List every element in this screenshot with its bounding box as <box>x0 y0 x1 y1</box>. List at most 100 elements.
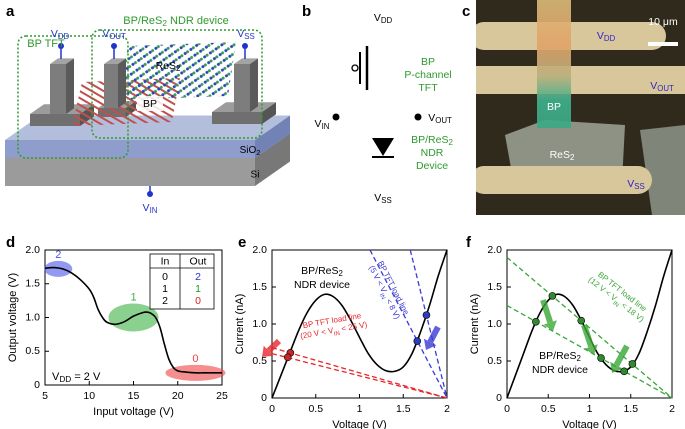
si-layer-side <box>255 133 290 186</box>
vout-pillar-front <box>104 64 118 108</box>
text-part: V <box>374 192 381 204</box>
terminal-label: VIN <box>143 202 158 215</box>
text-part: = 2 V <box>71 371 101 383</box>
terminal-label: VSS <box>237 28 255 41</box>
subscript: SS <box>381 196 391 205</box>
load-line <box>506 256 673 399</box>
text-part: V <box>597 30 604 42</box>
subscript: IN <box>612 300 620 308</box>
table-frame <box>149 253 215 310</box>
text-part: BP/ReS <box>301 265 338 277</box>
annotation-text: NDR device <box>532 364 588 376</box>
layer-label: SiO2 <box>240 145 261 157</box>
y-tick-label: 2.0 <box>252 244 267 256</box>
text-part: BP/ReS <box>539 350 576 362</box>
x-tick-label: 1 <box>587 403 593 415</box>
iv-curve <box>44 266 222 374</box>
state-label: 1 <box>130 291 136 303</box>
table-cell: 1 <box>162 283 168 295</box>
y-tick-label: 1.5 <box>487 281 502 293</box>
state-label: 0 <box>192 353 198 365</box>
text-part: V <box>52 371 60 383</box>
panel-label: e <box>238 234 246 251</box>
region-label: BP TFT <box>27 38 65 50</box>
device-label: NDR <box>421 147 444 159</box>
x-axis-title: Voltage (V) <box>332 419 386 429</box>
x-axis-title: Voltage (V) <box>562 419 616 429</box>
text-part: NDR device <box>167 15 229 27</box>
arrow-shaft <box>613 344 630 367</box>
panel-label: c <box>462 3 470 20</box>
arrow-head <box>262 345 274 357</box>
state-region <box>108 303 159 332</box>
panel-label: d <box>6 234 15 251</box>
table-header: Out <box>190 255 207 267</box>
arrow-shaft <box>581 324 594 348</box>
x-tick-label: 10 <box>83 390 95 402</box>
terminal-label: VDD <box>597 30 616 43</box>
subscript: IN <box>150 206 158 215</box>
data-point <box>548 292 557 300</box>
y-tick-label: 0 <box>496 392 502 404</box>
table-cell: 0 <box>195 295 201 307</box>
device-label: BP/ReS2 <box>411 134 453 147</box>
data-point <box>628 360 637 368</box>
x-tick-label: 2 <box>444 403 450 415</box>
text-part: V <box>650 80 657 92</box>
x-tick-label: 1.5 <box>396 403 411 415</box>
table-cell: 2 <box>162 295 168 307</box>
annotation: BP TFT load line(12 V < VIN < 18 V) <box>587 270 649 324</box>
arrow-head <box>584 344 598 355</box>
terminal-label: VDD <box>51 28 70 41</box>
x-tick-label: 25 <box>216 390 228 402</box>
terminal-label: VOUT <box>428 112 452 125</box>
annotation: VDD = 2 V <box>52 371 101 384</box>
pin-head <box>58 43 64 49</box>
text-part: ReS <box>550 149 570 161</box>
data-point <box>283 353 292 362</box>
panel-label: b <box>302 3 311 20</box>
device-label: Device <box>416 160 448 172</box>
y-tick-label: 1.0 <box>487 318 502 330</box>
text-part: V <box>102 28 109 40</box>
table-cell: 1 <box>195 283 201 295</box>
x-tick-label: 0 <box>504 403 510 415</box>
load-line <box>271 352 448 399</box>
data-point <box>577 316 586 325</box>
load-line <box>369 249 448 399</box>
text-part: V <box>143 202 150 214</box>
layer-label: Si <box>251 170 260 181</box>
y-tick-label: 0.5 <box>487 355 502 367</box>
y-tick-label: 1.5 <box>252 281 267 293</box>
data-point <box>597 354 605 362</box>
subscript: 2 <box>576 354 580 363</box>
bp-flake <box>537 0 571 128</box>
vdd-pad-front <box>30 114 80 126</box>
res2-flake-right <box>640 125 685 215</box>
pin-head <box>242 43 248 49</box>
vss-pad-front <box>212 112 262 124</box>
x-tick-label: 20 <box>172 390 184 402</box>
terminal-label: VSS <box>627 178 645 191</box>
text-part: V <box>51 28 58 40</box>
material-label: ReS2 <box>550 149 575 162</box>
data-point <box>532 317 540 326</box>
subscript: DD <box>604 34 616 43</box>
arrow-head <box>423 338 437 350</box>
si-layer-front <box>5 158 255 186</box>
table-cell: 0 <box>162 271 168 283</box>
subscript: IN <box>334 330 341 337</box>
subscript: OUT <box>435 116 452 125</box>
diode <box>372 138 394 156</box>
x-tick-label: 1 <box>357 403 363 415</box>
subscript: DD <box>59 375 71 384</box>
subscript: 2 <box>448 138 452 147</box>
y-tick-label: 0.5 <box>25 345 40 357</box>
x-tick-label: 5 <box>42 390 48 402</box>
device-label: TFT <box>418 82 438 94</box>
vdd-pillar-side <box>66 58 74 114</box>
y-tick-label: 1.0 <box>25 311 40 323</box>
subscript: DD <box>58 32 70 41</box>
y-tick-label: 2.0 <box>25 244 40 256</box>
